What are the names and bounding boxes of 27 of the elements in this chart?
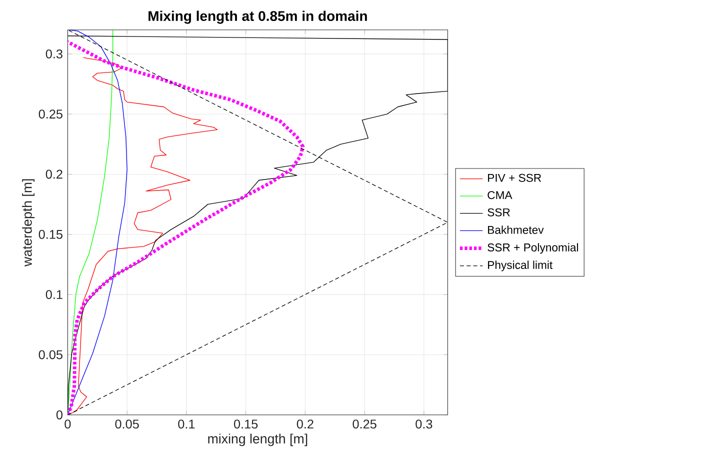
legend-label: SSR — [488, 208, 510, 216]
y-tick-label: 0.2 — [46, 170, 62, 179]
y-tick-label: 0.05 — [38, 350, 62, 360]
legend-label: Bakhmetev — [488, 226, 544, 234]
chart-title: Mixing length at 0.85m in domain — [148, 10, 367, 24]
legend-label: PIV + SSR — [488, 174, 542, 182]
x-axis-title: mixing length [m] — [208, 434, 308, 446]
legend-label: SSR + Polynomial — [488, 243, 578, 254]
y-tick-label: 0 — [56, 410, 62, 420]
y-axis-title: waterdepth [m] — [22, 179, 35, 266]
x-tick-label: 0.3 — [416, 420, 432, 429]
line-series — [68, 40, 305, 415]
x-tick-label: 0.2 — [296, 420, 314, 429]
y-tick-label: 0.15 — [38, 230, 62, 239]
x-tick-label: 0.05 — [115, 420, 139, 429]
x-tick-label: 0.15 — [234, 420, 258, 429]
x-tick-label: 0.25 — [352, 420, 376, 429]
line-series — [68, 57, 218, 415]
y-tick-label: 0.1 — [46, 290, 62, 300]
legend-label: Physical limit — [488, 260, 553, 272]
legend-label: CMA — [488, 191, 512, 200]
x-tick-label: 0 — [64, 420, 71, 429]
y-tick-label: 0.25 — [38, 110, 62, 119]
line-series — [68, 30, 114, 415]
x-tick-label: 0.1 — [178, 420, 195, 429]
line-series — [68, 30, 128, 415]
y-tick-label: 0.3 — [46, 49, 62, 58]
